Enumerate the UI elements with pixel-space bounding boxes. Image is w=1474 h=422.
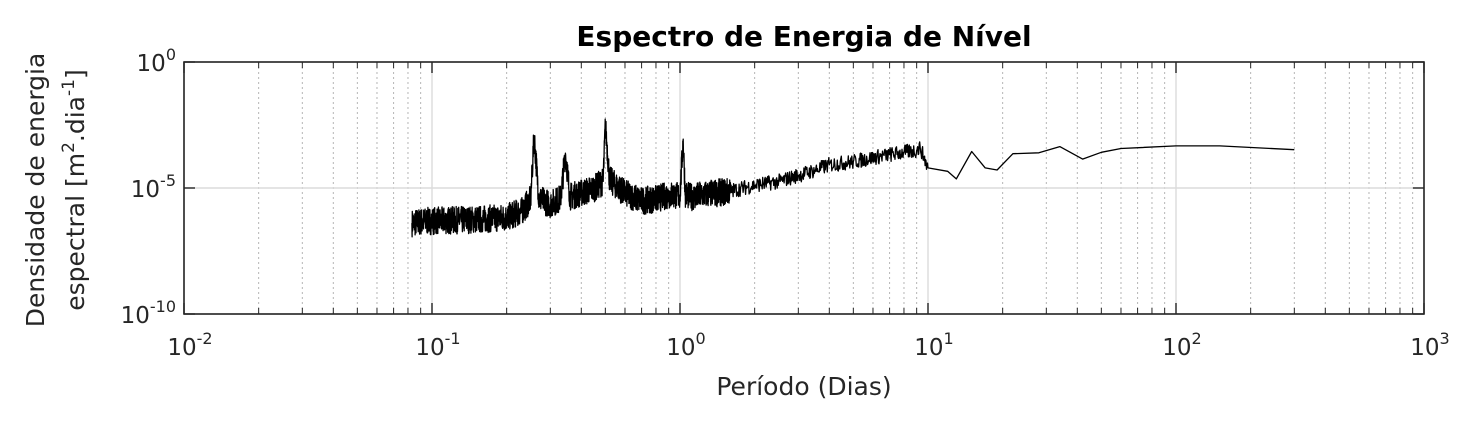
- y-axis-label-line1: Densidade de energia: [21, 53, 50, 328]
- y-axis-label-line2: espectral [m2.dia-1]: [59, 69, 90, 310]
- x-tick-base: 10: [1410, 335, 1439, 361]
- x-tick-exp: 1: [944, 329, 954, 348]
- x-tick-label: 101: [914, 329, 953, 361]
- y-axis-label-mid: .dia: [61, 96, 90, 142]
- y-axis-label-prefix: espectral [m: [61, 153, 90, 311]
- y-axis-label-exp1: 2: [59, 142, 79, 153]
- x-tick-exp: -1: [445, 329, 461, 348]
- x-tick-base: 10: [167, 335, 196, 361]
- x-tick-label: 100: [666, 329, 705, 361]
- chart-title: Espectro de Energia de Nível: [576, 20, 1031, 53]
- x-tick-label: 102: [1162, 329, 1201, 361]
- y-tick-exp: 0: [166, 45, 176, 64]
- x-tick-base: 10: [415, 335, 444, 361]
- y-tick-exp: -10: [150, 297, 176, 316]
- y-tick-label: 100: [137, 45, 176, 77]
- x-tick-base: 10: [666, 335, 695, 361]
- y-tick-base: 10: [131, 177, 160, 203]
- y-tick-label: 10-5: [131, 171, 176, 203]
- x-tick-label: 103: [1410, 329, 1449, 361]
- x-tick-base: 10: [1162, 335, 1191, 361]
- x-tick-exp: -2: [197, 329, 213, 348]
- y-tick-base: 10: [121, 303, 150, 329]
- x-tick-exp: 0: [696, 329, 706, 348]
- x-tick-label: 10-2: [167, 329, 212, 361]
- y-axis-label-exp2: -1: [59, 79, 79, 96]
- x-tick-exp: 2: [1192, 329, 1202, 348]
- y-tick-label: 10-10: [121, 297, 176, 329]
- x-tick-exp: 3: [1440, 329, 1450, 348]
- y-axis-label-suffix: ]: [61, 69, 90, 79]
- y-tick-exp: -5: [160, 171, 176, 190]
- plot-line-group: [411, 118, 1295, 238]
- x-tick-label: 10-1: [415, 329, 460, 361]
- x-axis-label: Período (Dias): [716, 372, 891, 401]
- x-tick-base: 10: [914, 335, 943, 361]
- y-tick-base: 10: [137, 51, 166, 77]
- spectrum-series-line: [411, 118, 1295, 238]
